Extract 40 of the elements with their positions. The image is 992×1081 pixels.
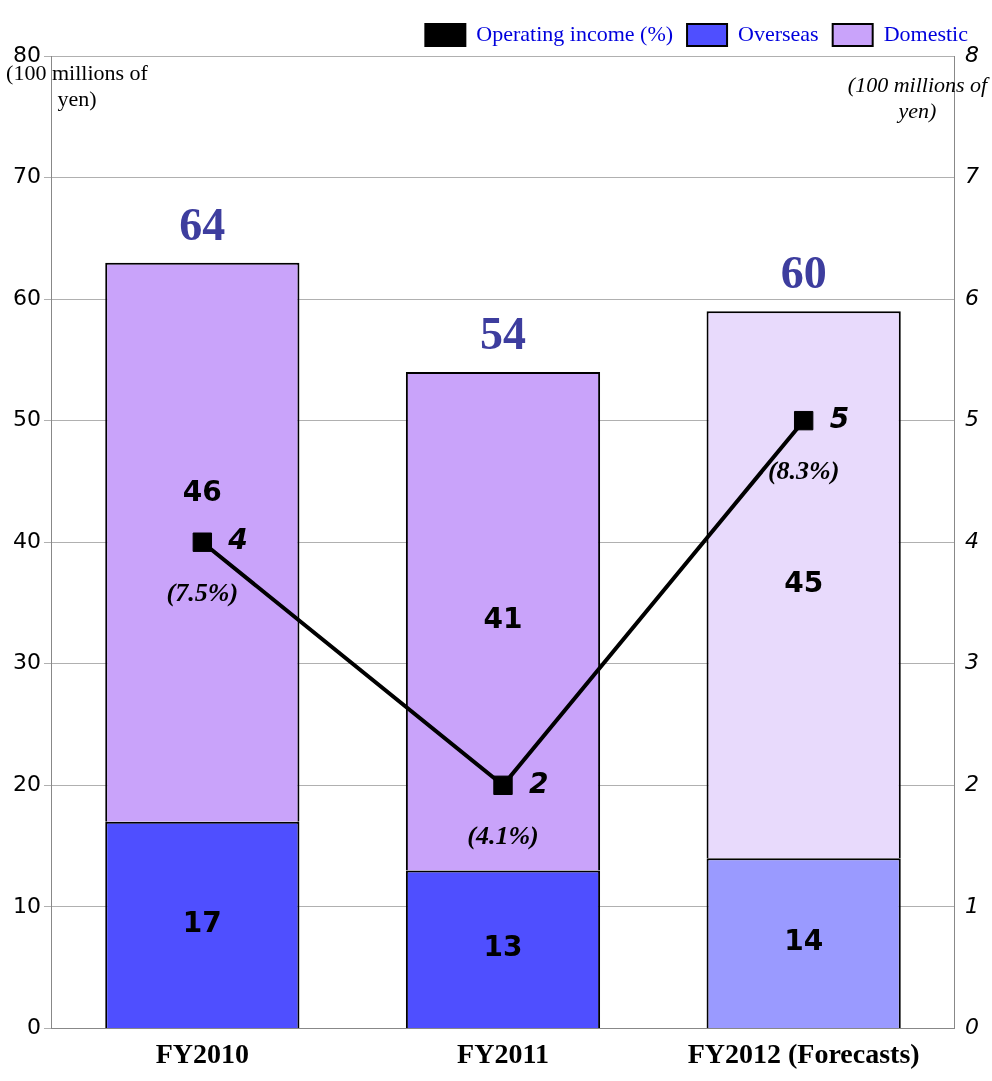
y2-tick-label: 7 (965, 163, 979, 189)
point (493, 775, 513, 795)
y-tick-label: 0 (26, 1014, 41, 1040)
x-tick-label: FY2011 (457, 1038, 549, 1070)
data-label: 4 (227, 523, 248, 557)
y2-tick-label: 5 (965, 406, 979, 432)
annotation: (7.5%) (166, 577, 239, 607)
y2-tick-label: 4 (965, 527, 979, 553)
data-label: 41 (483, 602, 523, 636)
data-label: 45 (784, 566, 824, 600)
legend-label: Overseas (738, 20, 819, 46)
y-tick-label: 30 (12, 649, 41, 675)
y2-tick-label: 0 (965, 1014, 979, 1040)
total-label: 60 (780, 247, 827, 299)
data-label: 14 (784, 924, 824, 958)
y-tick-label: 20 (12, 771, 41, 797)
annotation: (4.1%) (467, 821, 539, 851)
y-tick-label: 70 (12, 163, 41, 189)
total-label: 64 (179, 198, 226, 250)
y-tick-label: 10 (12, 892, 41, 918)
y-tick-label: 60 (12, 284, 41, 310)
total-label: 54 (480, 307, 526, 359)
y-tick-label: 40 (12, 527, 41, 553)
y2-tick-label: 2 (965, 771, 979, 797)
data-label: 13 (483, 930, 523, 964)
y-tick-label: 50 (12, 406, 41, 432)
annotation: (8.3%) (767, 456, 840, 486)
point (192, 532, 213, 552)
point (793, 410, 814, 431)
y2-tick-label: 3 (965, 649, 979, 675)
x-tick-label: FY2012 (Forecasts) (687, 1038, 920, 1070)
data-label: 5 (829, 401, 850, 435)
data-label: 2 (529, 766, 549, 800)
data-label: 17 (182, 906, 222, 940)
legend-label: Operating income (%) (476, 20, 674, 46)
data-label: 46 (182, 475, 222, 509)
x-tick-label: FY2010 (155, 1038, 249, 1070)
y2-axis-title: (100 millions of yen) (846, 72, 990, 124)
y2-tick-label: 6 (965, 284, 979, 310)
y2-tick-label: 1 (965, 892, 979, 918)
